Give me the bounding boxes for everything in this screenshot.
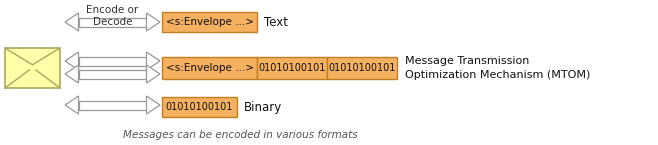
FancyBboxPatch shape xyxy=(327,57,397,79)
Polygon shape xyxy=(65,65,78,83)
Polygon shape xyxy=(65,52,78,70)
Polygon shape xyxy=(65,96,78,114)
Text: Binary: Binary xyxy=(244,100,282,114)
FancyBboxPatch shape xyxy=(78,57,147,66)
FancyBboxPatch shape xyxy=(162,12,257,32)
Text: 01010100101: 01010100101 xyxy=(166,102,233,112)
Polygon shape xyxy=(147,13,160,31)
Polygon shape xyxy=(65,13,78,31)
FancyBboxPatch shape xyxy=(78,100,147,109)
Polygon shape xyxy=(147,96,160,114)
Text: Messages can be encoded in various formats: Messages can be encoded in various forma… xyxy=(122,130,357,140)
Text: <s:Envelope ...>: <s:Envelope ...> xyxy=(166,17,253,27)
Polygon shape xyxy=(147,65,160,83)
FancyBboxPatch shape xyxy=(162,97,237,117)
Text: Message Transmission
Optimization Mechanism (MTOM): Message Transmission Optimization Mechan… xyxy=(405,56,590,80)
Text: <s:Envelope ...>: <s:Envelope ...> xyxy=(166,63,253,73)
Text: 01010100101: 01010100101 xyxy=(259,63,326,73)
Polygon shape xyxy=(147,52,160,70)
Text: Text: Text xyxy=(264,16,288,29)
FancyBboxPatch shape xyxy=(78,69,147,78)
FancyBboxPatch shape xyxy=(162,57,257,79)
FancyBboxPatch shape xyxy=(78,18,147,27)
Text: Encode or
Decode: Encode or Decode xyxy=(86,5,139,27)
FancyBboxPatch shape xyxy=(257,57,327,79)
FancyBboxPatch shape xyxy=(5,48,60,88)
Text: 01010100101: 01010100101 xyxy=(328,63,395,73)
